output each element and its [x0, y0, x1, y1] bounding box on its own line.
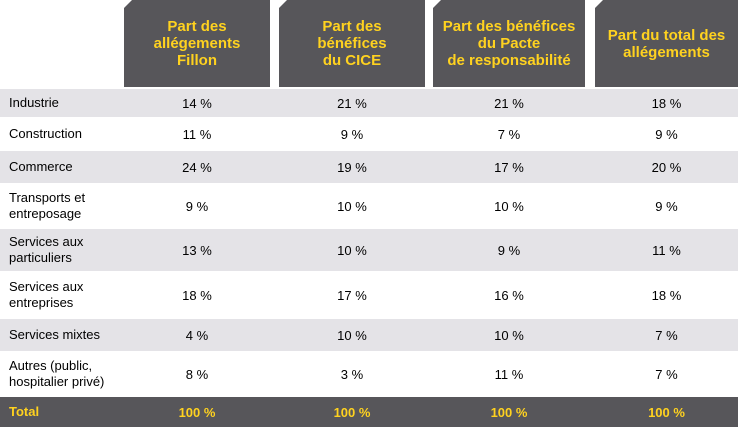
table-row: Industrie 14 % 21 % 21 % 18 % — [0, 89, 738, 117]
total-cell: 100 % — [490, 404, 528, 420]
column-header-fillon: Part des allégements Fillon — [124, 0, 270, 87]
table-cell: 17 % — [494, 159, 524, 175]
table-cell: 11 % — [494, 366, 524, 382]
column-header-cice: Part des bénéfices du CICE — [279, 0, 425, 87]
table-cell: 9 % — [497, 242, 521, 258]
table-cell: 9 % — [185, 198, 209, 214]
table-cell: 11 % — [652, 242, 681, 258]
total-cell: 100 % — [333, 404, 371, 420]
table-cell: 16 % — [494, 287, 524, 303]
total-cell: 100 % — [178, 404, 216, 420]
table-row: Commerce 24 % 19 % 17 % 20 % — [0, 151, 738, 183]
table-cell: 7 % — [655, 366, 678, 382]
table-row: Autres (public, hospitalier privé) 8 % 3… — [0, 351, 738, 397]
total-label: Total — [9, 404, 40, 419]
row-label: Transports et entreposage — [9, 190, 86, 221]
table-cell: 18 % — [651, 95, 682, 111]
table-cell: 7 % — [497, 126, 521, 142]
table-cell: 10 % — [337, 198, 367, 214]
table-cell: 9 % — [655, 198, 678, 214]
table-cell: 9 % — [340, 126, 364, 142]
table-cell: 10 % — [494, 327, 524, 343]
table-cell: 21 % — [494, 95, 524, 111]
table-cell: 24 % — [182, 159, 212, 175]
table-row: Services mixtes 4 % 10 % 10 % 7 % — [0, 319, 738, 351]
column-header-pacte: Part des bénéfices du Pacte de responsab… — [433, 0, 585, 87]
table-cell: 10 % — [337, 327, 367, 343]
total-cell: 100 % — [648, 404, 685, 420]
table-cell: 18 % — [182, 287, 212, 303]
table-row: Construction 11 % 9 % 7 % 9 % — [0, 117, 738, 151]
table-row: Services aux entreprises 18 % 17 % 16 % … — [0, 271, 738, 319]
table-cell: 11 % — [182, 126, 212, 142]
table-row: Transports et entreposage 9 % 10 % 10 % … — [0, 183, 738, 229]
column-header-total-allegements: Part du total des allégements — [595, 0, 738, 87]
total-row: Total 100 % 100 % 100 % 100 % — [0, 397, 738, 427]
row-label: Commerce — [9, 159, 73, 174]
table-cell: 18 % — [651, 287, 682, 303]
table-cell: 14 % — [182, 95, 212, 111]
table-cell: 7 % — [655, 327, 678, 343]
table-cell: 3 % — [340, 366, 364, 382]
row-label: Construction — [9, 126, 82, 141]
table-cell: 21 % — [337, 95, 367, 111]
table-cell: 19 % — [337, 159, 367, 175]
table-cell: 13 % — [182, 242, 212, 258]
row-label: Autres (public, hospitalier privé) — [9, 358, 105, 389]
table-cell: 17 % — [337, 287, 367, 303]
row-label: Services aux particuliers — [9, 234, 84, 265]
table-row: Services aux particuliers 13 % 10 % 9 % … — [0, 229, 738, 271]
table-cell: 8 % — [185, 366, 209, 382]
table-cell: 10 % — [337, 242, 367, 258]
table-cell: 10 % — [494, 198, 524, 214]
table-cell: 9 % — [655, 126, 678, 142]
row-label: Services mixtes — [9, 327, 101, 342]
row-label: Services aux entreprises — [9, 279, 84, 310]
table-cell: 4 % — [185, 327, 209, 343]
table-cell: 20 % — [651, 159, 682, 175]
row-label: Industrie — [9, 95, 59, 110]
